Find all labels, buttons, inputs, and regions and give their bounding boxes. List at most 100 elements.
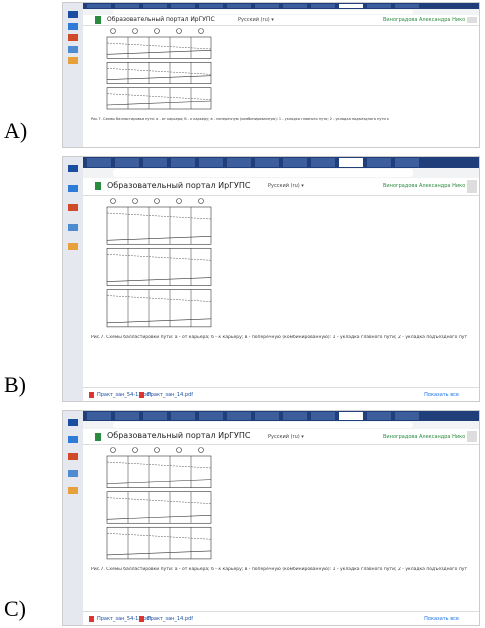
browser-tab[interactable] xyxy=(367,4,391,8)
browser-tab[interactable] xyxy=(395,412,419,420)
browser-tab[interactable] xyxy=(255,158,279,167)
track-symbol xyxy=(155,29,160,34)
taskbar-icon[interactable] xyxy=(68,243,78,250)
browser-tab[interactable] xyxy=(171,158,195,167)
track-symbol xyxy=(111,448,116,453)
browser-tab[interactable] xyxy=(143,412,167,420)
browser-tab[interactable] xyxy=(143,158,167,167)
screenshot: Образовательный портал ИрГУПС Русский (ru… xyxy=(62,156,480,402)
language-menu[interactable]: Русский (ru) ▾ xyxy=(268,434,304,440)
taskbar-icon[interactable] xyxy=(68,11,78,18)
taskbar-icon[interactable] xyxy=(68,470,78,477)
user-name[interactable]: Виноградова Александра Николаевна xyxy=(383,183,465,189)
browser-tab[interactable] xyxy=(227,4,251,8)
browser-tab[interactable] xyxy=(367,158,391,167)
browser-tab[interactable] xyxy=(283,4,307,8)
avatar[interactable] xyxy=(467,180,477,193)
browser-tab[interactable] xyxy=(255,4,279,8)
track-symbol xyxy=(133,29,138,34)
avatar[interactable] xyxy=(467,17,477,23)
browser-tab[interactable] xyxy=(339,158,363,167)
taskbar-icon[interactable] xyxy=(68,453,78,460)
scheme-frame xyxy=(107,248,211,285)
download-item[interactable]: Практ_зан_14.pdf xyxy=(147,392,193,398)
browser-tab[interactable] xyxy=(283,412,307,420)
taskbar-icon[interactable] xyxy=(68,34,78,41)
browser-tab[interactable] xyxy=(171,4,195,8)
track-symbol xyxy=(111,29,116,34)
browser-tab[interactable] xyxy=(143,4,167,8)
language-menu[interactable]: Русский (ru) ▾ xyxy=(268,183,304,189)
taskbar-icon[interactable] xyxy=(68,487,78,494)
taskbar-icon[interactable] xyxy=(68,57,78,64)
taskbar-icon[interactable] xyxy=(68,419,78,426)
language-menu[interactable]: Русский (ru) ▾ xyxy=(238,17,274,23)
browser-tab[interactable] xyxy=(339,412,363,420)
panel-label: C) xyxy=(4,596,26,622)
browser-tab[interactable] xyxy=(115,4,139,8)
download-icon xyxy=(139,392,144,398)
browser-tab[interactable] xyxy=(367,412,391,420)
portal-title[interactable]: Образовательный портал ИрГУПС xyxy=(107,181,251,190)
user-name[interactable]: Виноградова Александра Николаевна xyxy=(383,434,465,440)
address-bar[interactable] xyxy=(113,169,413,177)
address-bar[interactable] xyxy=(113,422,413,429)
taskbar-icon[interactable] xyxy=(68,23,78,30)
browser-tab[interactable] xyxy=(87,4,111,8)
tab-strip xyxy=(83,411,479,421)
scheme-dashed xyxy=(107,295,211,301)
panel-label: B) xyxy=(4,372,26,398)
download-icon xyxy=(139,616,144,622)
browser-tab[interactable] xyxy=(311,4,335,8)
taskbar-icon[interactable] xyxy=(68,46,78,53)
figure xyxy=(105,27,215,115)
browser-tab[interactable] xyxy=(311,158,335,167)
scheme-line xyxy=(107,51,211,55)
browser-tab[interactable] xyxy=(87,412,111,420)
address-bar[interactable] xyxy=(113,10,413,14)
show-all[interactable]: Показать все xyxy=(424,392,459,398)
browser-tab[interactable] xyxy=(87,158,111,167)
scheme-frame xyxy=(107,88,211,109)
scheme-dashed xyxy=(107,94,211,100)
scheme-dashed xyxy=(107,533,211,539)
browser-tab[interactable] xyxy=(227,158,251,167)
download-item[interactable]: Практ_зан_14.pdf xyxy=(147,616,193,622)
scheme-frame xyxy=(107,207,211,244)
browser-tab[interactable] xyxy=(115,158,139,167)
user-name[interactable]: Виноградова Александра Николаевна xyxy=(383,17,465,23)
taskbar-icon[interactable] xyxy=(68,185,78,192)
taskbar-icon[interactable] xyxy=(68,165,78,172)
logo xyxy=(95,16,101,24)
taskbar-icon[interactable] xyxy=(68,436,78,443)
browser-tab[interactable] xyxy=(395,4,419,8)
portal-title[interactable]: Образовательный портал ИрГУПС xyxy=(107,16,215,23)
browser-tab[interactable] xyxy=(339,4,363,8)
scheme-frame xyxy=(107,63,211,84)
browser-tab[interactable] xyxy=(199,412,223,420)
browser-tab[interactable] xyxy=(199,158,223,167)
browser-tab[interactable] xyxy=(395,158,419,167)
avatar[interactable] xyxy=(467,431,477,442)
browser-tab[interactable] xyxy=(283,158,307,167)
portal-title[interactable]: Образовательный портал ИрГУПС xyxy=(107,431,251,440)
browser-tab[interactable] xyxy=(199,4,223,8)
screenshot: Образовательный портал ИрГУПС Русский (ru… xyxy=(62,410,480,626)
browser-tab[interactable] xyxy=(311,412,335,420)
screenshot: Образовательный портал ИрГУПС Русский (ru… xyxy=(62,2,480,148)
browser-tab[interactable] xyxy=(171,412,195,420)
scheme-line xyxy=(107,101,211,105)
page: A) Образовательный портал ИрГУПС Русский (… xyxy=(0,0,485,628)
toolbar xyxy=(83,168,479,178)
browser-tab[interactable] xyxy=(115,412,139,420)
panel-label: A) xyxy=(4,118,27,144)
browser-tab[interactable] xyxy=(255,412,279,420)
show-all[interactable]: Показать все xyxy=(424,616,459,622)
track-symbol xyxy=(199,448,204,453)
scheme-dashed xyxy=(107,462,211,468)
taskbar-icon[interactable] xyxy=(68,224,78,231)
browser-tab[interactable] xyxy=(227,412,251,420)
taskbar-icon[interactable] xyxy=(68,204,78,211)
taskbar xyxy=(63,411,83,625)
